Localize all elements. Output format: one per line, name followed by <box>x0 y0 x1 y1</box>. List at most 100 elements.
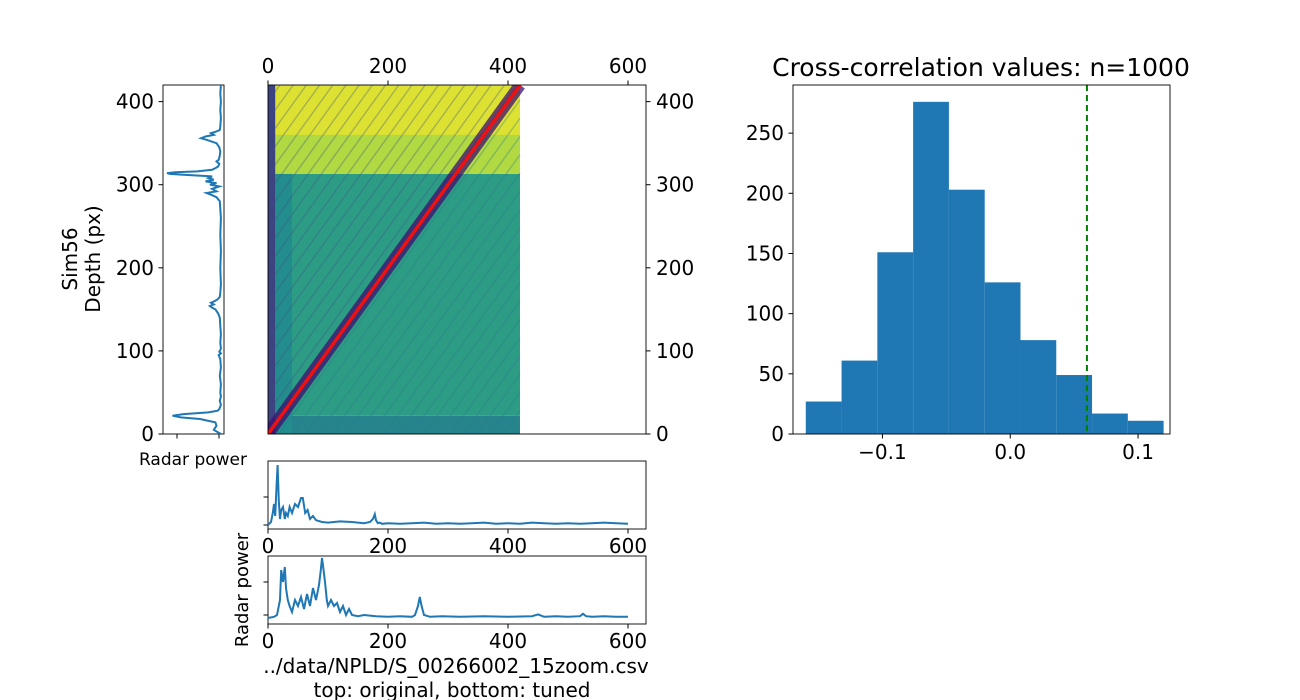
heatmap-xtick-label: 0 <box>262 54 275 78</box>
heatmap-ytick-label: 300 <box>656 173 694 197</box>
heatmap-streak <box>268 85 387 249</box>
heatmap-diagonal-line <box>268 85 522 434</box>
heatmap-streak <box>502 410 521 434</box>
heatmap-streak <box>489 392 521 434</box>
bottom-trace-xlabel-line2: top: original, bottom: tuned <box>314 678 591 700</box>
heatmap-streak <box>268 85 281 103</box>
bottom-trace-original-frame <box>267 460 647 530</box>
left-trace-xlabel: Radar power <box>139 450 247 470</box>
bottom-trace-original-xtick-label: 400 <box>489 534 527 558</box>
heatmap-xticks: 0 200 400 600 <box>262 54 647 85</box>
bottom-trace-tuned-series <box>267 557 628 619</box>
left-trace-ytick-label: 100 <box>116 339 154 363</box>
heatmap-streak <box>436 318 521 434</box>
heatmap-ytick-label: 100 <box>656 339 694 363</box>
left-trace-ytick-label: 0 <box>141 422 154 446</box>
histogram-title: Cross-correlation values: n=1000 <box>772 53 1190 82</box>
heatmap-region <box>275 173 292 434</box>
histogram-bar <box>913 101 949 435</box>
heatmap-streak <box>268 85 294 121</box>
histogram-bar <box>1020 340 1057 434</box>
heatmap-streak <box>463 355 521 434</box>
heatmap-streak <box>268 85 360 212</box>
heatmap-diagonal-group <box>268 85 525 434</box>
heatmap-streak <box>268 85 479 377</box>
heatmap-streak <box>278 99 521 434</box>
histogram-xtick-label: −0.1 <box>858 440 907 464</box>
histogram-bars <box>805 101 1164 435</box>
heatmap-streak <box>397 264 521 434</box>
heatmap-streak <box>268 85 505 413</box>
bottom-trace-tuned-xtick-label: 0 <box>262 629 275 653</box>
left-trace-ytick-label: 300 <box>116 173 154 197</box>
heatmap-yticks: 0 100 200 300 400 <box>646 90 694 446</box>
bottom-trace-tuned-xtick-label: 600 <box>609 629 647 653</box>
left-trace-ytick-label: 200 <box>116 256 154 280</box>
heatmap-streak <box>268 85 453 340</box>
bottom-trace-original-xtick-label: 200 <box>369 534 407 558</box>
left-trace-series <box>166 84 224 435</box>
histogram-xtick-label: 0.0 <box>994 440 1026 464</box>
heatmap-streak <box>370 227 521 434</box>
histogram-bar <box>984 282 1021 434</box>
histogram-xtick-label: 0.1 <box>1122 440 1154 464</box>
heatmap-streak <box>268 85 347 194</box>
heatmap-streak <box>317 154 521 434</box>
heatmap-ytick-label: 0 <box>656 422 669 446</box>
left-trace-line <box>166 84 224 435</box>
bottom-trace-tuned-line <box>267 557 628 619</box>
left-trace-yticks: 0 100 200 300 400 <box>116 90 163 446</box>
histogram-xticks: −0.1 0.0 0.1 <box>858 434 1154 464</box>
heatmap-streak <box>449 337 521 434</box>
heatmap-streak <box>268 85 334 176</box>
histogram-ytick-label: 0 <box>771 422 784 446</box>
heatmap-streak <box>291 117 521 434</box>
left-trace-panel: 0 100 200 300 400 Radar power Sim56 Depth (p… <box>58 84 247 470</box>
heatmap-panel: 0 200 400 600 0 100 200 300 400 <box>262 54 695 446</box>
heatmap-xtick-label: 400 <box>489 54 527 78</box>
bottom-trace-tuned-xtick-label: 400 <box>489 629 527 653</box>
heatmap-streak <box>268 85 492 395</box>
heatmap-streak <box>357 209 521 434</box>
heatmap-streak <box>268 85 439 322</box>
heatmap-streak <box>344 190 521 434</box>
histogram-ytick-label: 200 <box>746 181 784 205</box>
heatmap-streak <box>268 85 426 304</box>
histogram-bar <box>948 189 985 434</box>
heatmap-streak <box>268 85 400 267</box>
left-trace-ylabel-line2: Depth (px) <box>81 205 105 312</box>
left-trace-frame <box>162 84 225 435</box>
bottom-trace-tuned-xtick-label: 200 <box>369 629 407 653</box>
bottom-trace-xlabel-line1: ../data/NPLD/S_00266002_15zoom.csv <box>263 654 649 678</box>
heatmap-streak <box>268 85 466 358</box>
left-trace-ytick-label: 400 <box>116 90 154 114</box>
bottom-trace-original-series <box>267 464 629 526</box>
heatmap-streak <box>268 85 413 285</box>
histogram-ytick-label: 250 <box>746 121 784 145</box>
heatmap-streak <box>423 300 521 434</box>
bottom-trace-ylabel: Radar power <box>232 532 253 647</box>
heatmap-ytick-label: 400 <box>656 90 694 114</box>
heatmap-region <box>268 85 276 434</box>
bottom-trace-original-xtick-label: 0 <box>262 534 275 558</box>
histogram-bar <box>805 401 842 434</box>
histogram-bar <box>1092 413 1128 434</box>
histogram-frame <box>792 84 1171 435</box>
heatmap-streak <box>331 172 521 434</box>
heatmap-region <box>268 415 520 434</box>
heatmap-streak <box>304 136 521 434</box>
heatmap-streak <box>268 85 373 230</box>
heatmap-xtick-label: 600 <box>609 54 647 78</box>
histogram-bar <box>841 360 878 434</box>
histogram-bar <box>1127 420 1164 434</box>
bottom-trace-tuned-xticks: 0 200 400 600 <box>262 624 647 653</box>
heatmap-streak <box>268 85 307 139</box>
histogram-ytick-label: 150 <box>746 241 784 265</box>
left-trace-ylabel-line1: Sim56 <box>58 227 82 290</box>
heatmap-image <box>268 85 521 434</box>
heatmap-ytick-label: 200 <box>656 256 694 280</box>
heatmap-xtick-label: 200 <box>369 54 407 78</box>
histogram-bar <box>1056 375 1093 434</box>
heatmap-streak <box>410 282 521 434</box>
